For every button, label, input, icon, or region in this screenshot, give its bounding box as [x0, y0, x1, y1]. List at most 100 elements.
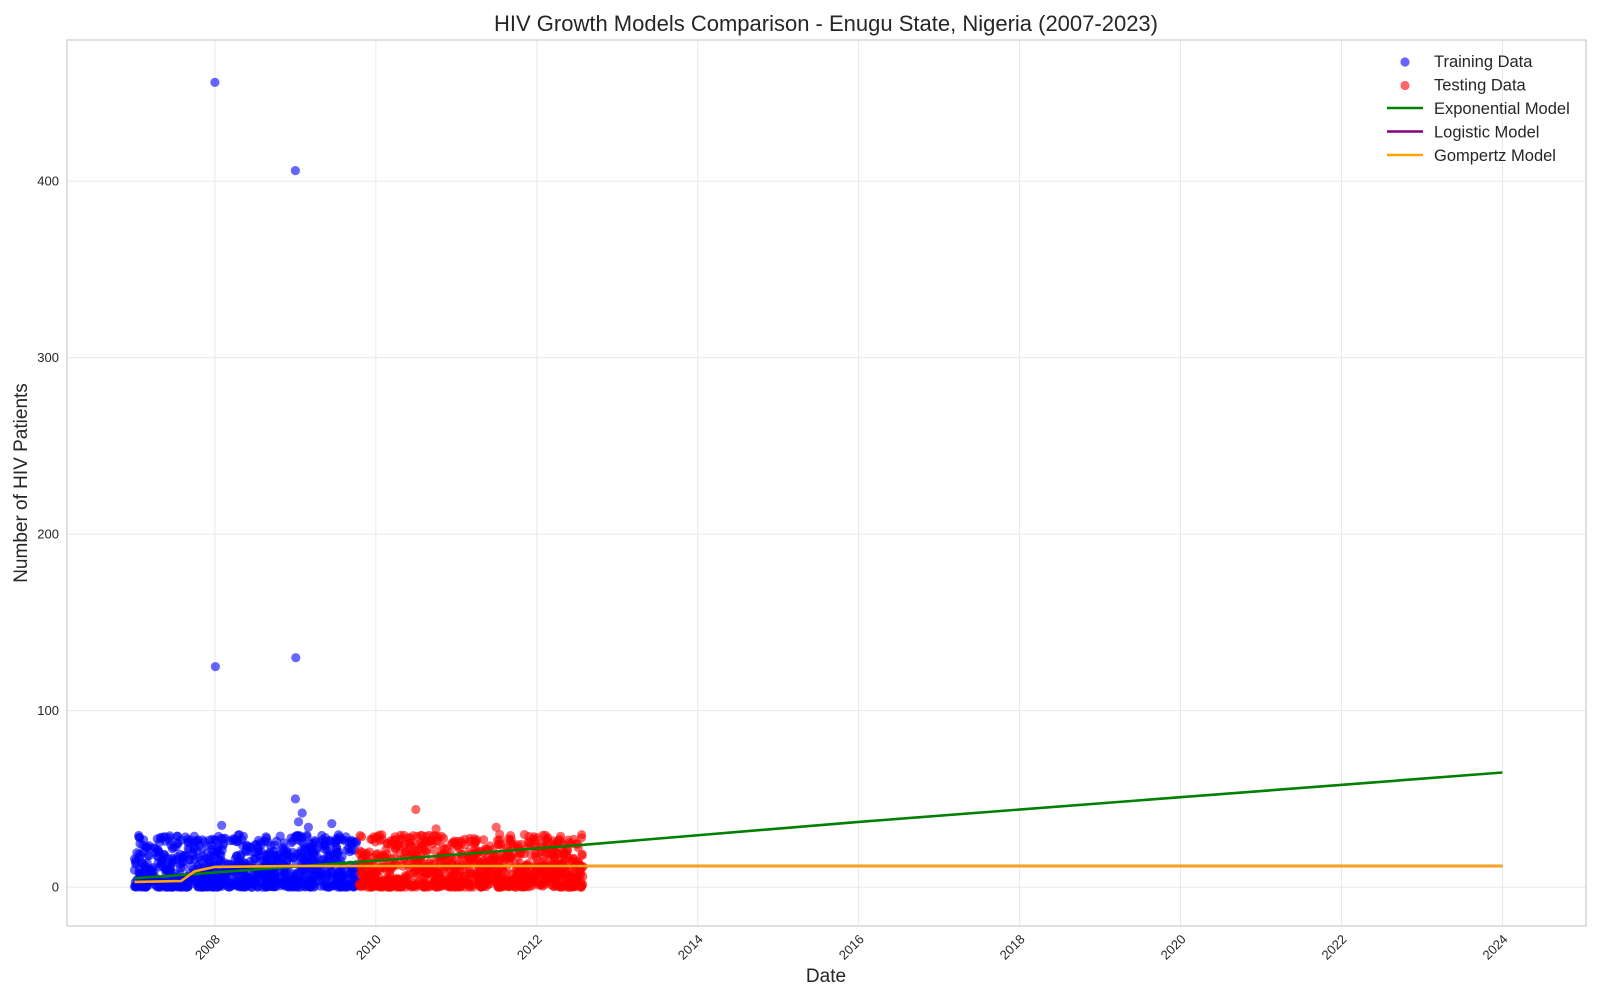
- data-point: [522, 872, 532, 882]
- data-point: [506, 831, 516, 841]
- legend-label: Training Data: [1434, 53, 1533, 71]
- grid: [67, 40, 1586, 926]
- data-point: [334, 847, 344, 857]
- data-point: [296, 866, 306, 876]
- data-point: [217, 845, 227, 855]
- data-point: [208, 882, 219, 892]
- data-point: [253, 881, 263, 892]
- data-point: [253, 842, 263, 853]
- data-point: [519, 830, 530, 840]
- data-point: [292, 882, 302, 892]
- data-point: [137, 858, 148, 868]
- data-point: [332, 835, 342, 846]
- data-point: [539, 852, 549, 863]
- data-point: [153, 845, 163, 856]
- x-tick-label: 2022: [1319, 932, 1350, 963]
- data-point: [219, 875, 229, 885]
- data-point: [290, 166, 300, 176]
- legend-label: Logistic Model: [1434, 124, 1539, 142]
- data-point: [473, 870, 483, 880]
- data-point: [134, 832, 144, 842]
- data-point: [303, 822, 313, 832]
- data-point: [278, 842, 288, 852]
- data-point: [465, 837, 475, 847]
- data-point: [542, 877, 552, 887]
- data-point: [262, 876, 273, 886]
- y-axis-label: Number of HIV Patients: [11, 383, 32, 583]
- data-point: [172, 855, 182, 865]
- data-point: [430, 880, 440, 890]
- data-point: [297, 808, 307, 818]
- data-point: [431, 824, 441, 834]
- data-point: [326, 849, 336, 859]
- data-point: [207, 841, 217, 851]
- data-point: [547, 850, 557, 860]
- data-point: [205, 858, 215, 868]
- data-point: [376, 850, 386, 861]
- data-point: [296, 853, 306, 863]
- data-point: [298, 838, 308, 848]
- data-point: [485, 855, 495, 866]
- model-line: [134, 864, 1503, 884]
- x-tick-label: 2014: [675, 932, 706, 963]
- data-point: [240, 882, 250, 892]
- data-point: [271, 852, 281, 862]
- data-point: [449, 870, 459, 880]
- data-point: [320, 833, 330, 843]
- data-point: [439, 877, 449, 887]
- data-point: [412, 839, 422, 849]
- data-point: [439, 833, 449, 844]
- data-point: [542, 869, 553, 879]
- y-axis-ticks: 0 100 200 300 400: [37, 174, 59, 895]
- data-point: [270, 875, 280, 885]
- x-tick-label: 2008: [192, 932, 223, 963]
- plot-frame: [66, 39, 1587, 927]
- legend-label: Gompertz Model: [1434, 147, 1556, 165]
- data-point: [429, 845, 439, 856]
- chart-title: HIV Growth Models Comparison - Enugu Sta…: [494, 11, 1158, 36]
- data-point: [302, 832, 312, 842]
- data-point: [156, 859, 166, 869]
- data-point: [307, 848, 317, 858]
- data-point: [481, 871, 492, 881]
- x-tick-label: 2012: [514, 932, 545, 963]
- data-point: [272, 836, 282, 846]
- data-point: [280, 850, 290, 860]
- data-point: [411, 804, 421, 815]
- data-point: [324, 882, 334, 892]
- data-point: [183, 843, 193, 854]
- data-point: [156, 833, 166, 844]
- data-point: [224, 882, 234, 892]
- data-point: [337, 867, 347, 877]
- data-point: [327, 819, 337, 829]
- data-point: [400, 876, 410, 887]
- y-tick-label: 100: [37, 703, 59, 718]
- data-point: [495, 829, 505, 840]
- data-point: [186, 835, 196, 845]
- data-point: [395, 830, 406, 841]
- data-point: [569, 853, 579, 864]
- data-point: [293, 817, 304, 827]
- data-point: [254, 835, 264, 846]
- data-point: [392, 840, 402, 850]
- data-point: [421, 881, 431, 891]
- data-point: [464, 847, 474, 857]
- data-point: [340, 880, 350, 891]
- data-point: [291, 653, 301, 663]
- data-point: [263, 849, 273, 859]
- data-point: [411, 880, 421, 890]
- data-point: [456, 881, 466, 892]
- data-point: [288, 869, 298, 879]
- legend-label: Exponential Model: [1434, 100, 1570, 118]
- data-point: [231, 836, 241, 847]
- data-point: [502, 852, 512, 862]
- x-tick-label: 2016: [836, 932, 867, 963]
- data-point: [371, 877, 381, 888]
- data-point: [479, 881, 489, 892]
- data-point: [532, 854, 542, 865]
- data-point: [210, 662, 220, 672]
- data-point: [152, 882, 162, 892]
- data-point: [505, 839, 515, 849]
- data-point: [428, 831, 438, 841]
